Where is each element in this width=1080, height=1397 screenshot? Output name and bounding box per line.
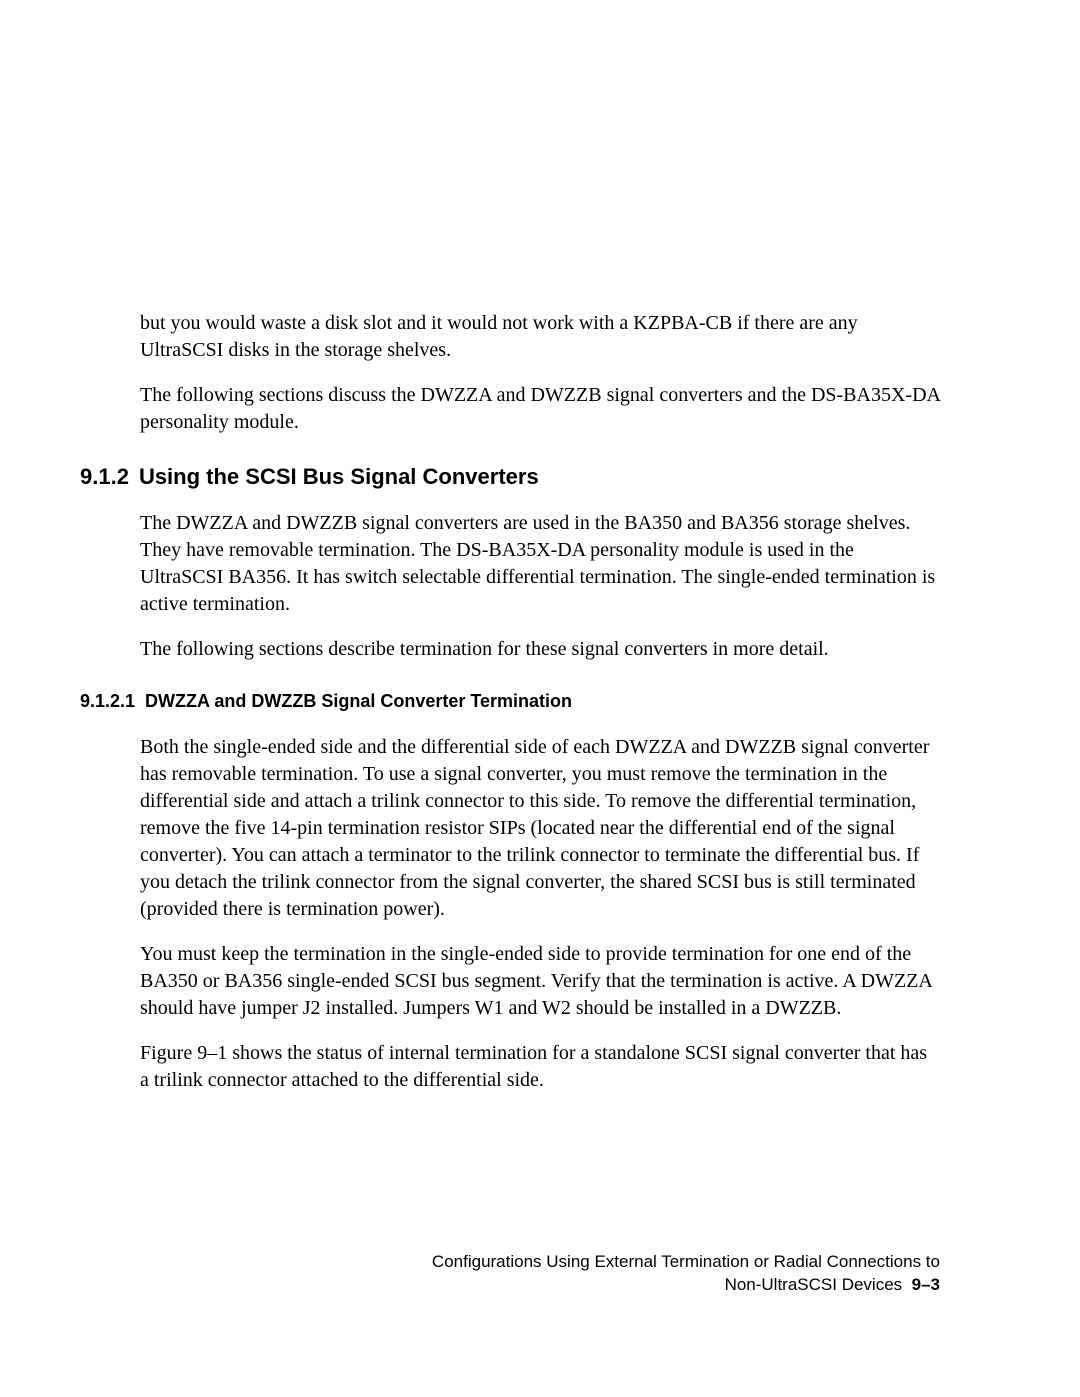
footer-line-2-prefix: Non-UltraSCSI Devices	[725, 1275, 903, 1294]
subsection-heading-9-1-2-1: 9.1.2.1 DWZZA and DWZZB Signal Converter …	[80, 691, 940, 712]
document-page: but you would waste a disk slot and it w…	[0, 0, 1080, 1397]
subsection-paragraph-1: Both the single-ended side and the diffe…	[140, 734, 940, 923]
section-paragraph-1: The DWZZA and DWZZB signal converters ar…	[140, 510, 940, 618]
page-footer: Configurations Using External Terminatio…	[432, 1251, 940, 1297]
subsection-title: DWZZA and DWZZB Signal Converter Termina…	[145, 691, 572, 711]
section-number: 9.1.2	[80, 464, 129, 489]
section-title: Using the SCSI Bus Signal Converters	[139, 464, 539, 489]
intro-paragraph-1: but you would waste a disk slot and it w…	[140, 310, 940, 364]
subsection-number: 9.1.2.1	[80, 691, 135, 711]
intro-paragraph-2: The following sections discuss the DWZZA…	[140, 382, 940, 436]
footer-page-number: 9–3	[912, 1275, 940, 1294]
footer-line-1: Configurations Using External Terminatio…	[432, 1251, 940, 1274]
subsection-paragraph-2: You must keep the termination in the sin…	[140, 941, 940, 1022]
section-heading-9-1-2: 9.1.2 Using the SCSI Bus Signal Converter…	[80, 464, 940, 490]
subsection-paragraph-3: Figure 9–1 shows the status of internal …	[140, 1040, 940, 1094]
section-paragraph-2: The following sections describe terminat…	[140, 636, 940, 663]
footer-line-2: Non-UltraSCSI Devices 9–3	[432, 1274, 940, 1297]
